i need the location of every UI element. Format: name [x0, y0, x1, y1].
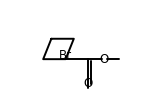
- Text: O: O: [83, 77, 93, 90]
- Text: O: O: [100, 53, 109, 66]
- Text: Br: Br: [59, 49, 72, 62]
